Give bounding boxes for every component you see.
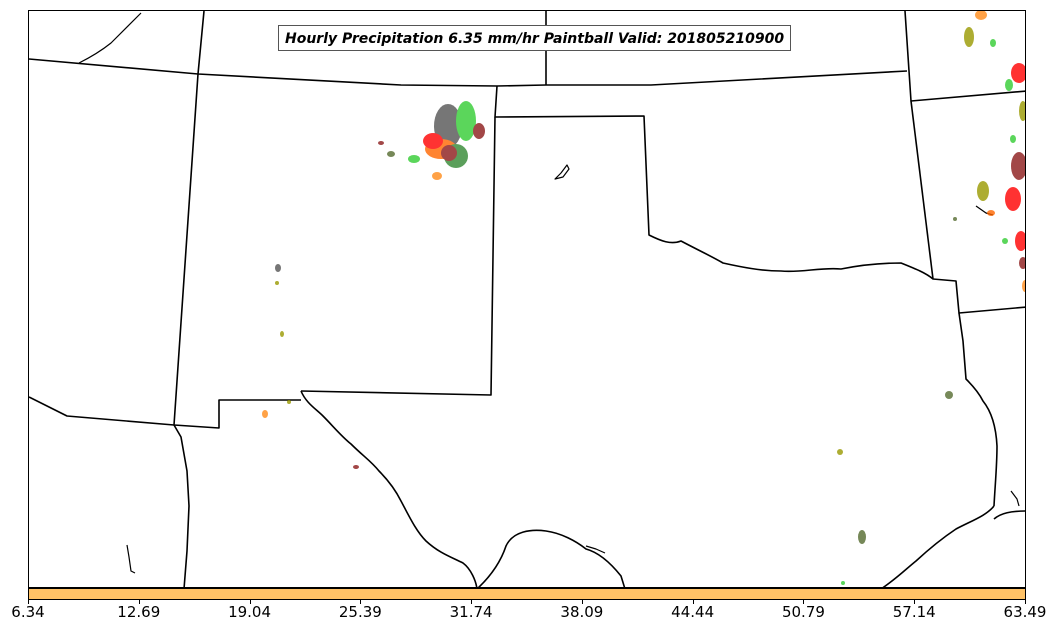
colorbar-tick (581, 600, 583, 604)
precip-blob (423, 133, 443, 149)
colorbar-tick-label: 19.04 (228, 603, 272, 621)
texas-border (477, 529, 626, 587)
precip-blob (975, 11, 987, 20)
colorbar-tick (249, 600, 251, 604)
state-boundary (910, 100, 934, 280)
colorbar-tick (138, 600, 140, 604)
precip-blob (280, 331, 284, 337)
colorbar-tick (360, 600, 362, 604)
precip-scattered (262, 217, 957, 585)
colorbar (28, 588, 1026, 600)
precip-blob (953, 217, 957, 221)
colorbar-tick (803, 600, 805, 604)
precip-blob (977, 181, 989, 201)
colorbar-tick-label: 38.09 (560, 603, 604, 621)
state-boundary (29, 396, 175, 426)
precip-blob (1019, 101, 1025, 121)
precip-blob (432, 172, 442, 180)
precip-blob (1005, 79, 1013, 91)
state-boundary (300, 116, 496, 396)
state-boundary (494, 85, 1025, 314)
coastline-fragment (585, 545, 606, 554)
precip-blob (387, 151, 395, 157)
coastline-fragment (554, 164, 570, 180)
colorbar-tick (692, 600, 694, 604)
state-boundary (173, 424, 190, 587)
coastline-fragment (126, 544, 136, 574)
colorbar-tick-label: 6.34 (11, 603, 45, 621)
precip-blob (1015, 231, 1025, 251)
precip-blob (945, 391, 953, 399)
precip-blob (837, 449, 843, 455)
coastline-fragment (78, 12, 142, 64)
colorbar-tick-label: 12.69 (117, 603, 161, 621)
gulf-coast (993, 510, 1025, 520)
precip-blob (353, 465, 359, 469)
precip-blob (1022, 280, 1025, 292)
precip-blob (262, 410, 268, 418)
gulf-coast (882, 505, 995, 587)
precip-blob (858, 530, 866, 544)
precip-blob (473, 123, 485, 139)
colorbar-tick-label: 50.79 (781, 603, 825, 621)
colorbar-tick-label: 25.39 (338, 603, 382, 621)
map-panel: Hourly Precipitation 6.35 mm/hr Paintbal… (28, 10, 1026, 588)
colorbar-tick (914, 600, 916, 604)
coastline-fragment (1010, 490, 1020, 507)
colorbar-tick (1025, 600, 1026, 604)
colorbar-tick-label: 31.74 (449, 603, 493, 621)
colorbar-tick-label: 63.49 (1003, 603, 1047, 621)
precip-blob (1002, 238, 1008, 244)
precip-blob (408, 155, 420, 163)
state-boundary (29, 58, 908, 87)
map-title: Hourly Precipitation 6.35 mm/hr Paintbal… (278, 25, 792, 51)
colorbar-tick-label: 44.44 (671, 603, 715, 621)
colorbar-tick (28, 600, 29, 604)
texas-border (958, 312, 998, 507)
precip-blob (275, 264, 281, 272)
precip-cluster-east (964, 11, 1025, 292)
precip-blob (441, 145, 457, 161)
precip-blob (1011, 63, 1025, 83)
precip-blob (275, 281, 279, 285)
precip-blob (1010, 135, 1016, 143)
precip-blob (378, 141, 384, 145)
precip-blob (964, 27, 974, 47)
precip-blob (987, 210, 995, 216)
texas-border (300, 390, 478, 587)
colorbar-tick-label: 57.14 (892, 603, 936, 621)
precip-blob (1005, 187, 1021, 211)
precipitation-map (29, 11, 1025, 587)
precip-blob (456, 101, 476, 141)
precip-blob (1011, 152, 1025, 180)
precip-blob (990, 39, 996, 47)
precip-blob (287, 400, 291, 404)
precip-blob (841, 581, 845, 585)
precip-blob (1019, 257, 1025, 269)
colorbar-tick (471, 600, 473, 604)
state-boundary (173, 11, 301, 429)
precip-cluster-nm (378, 101, 485, 180)
